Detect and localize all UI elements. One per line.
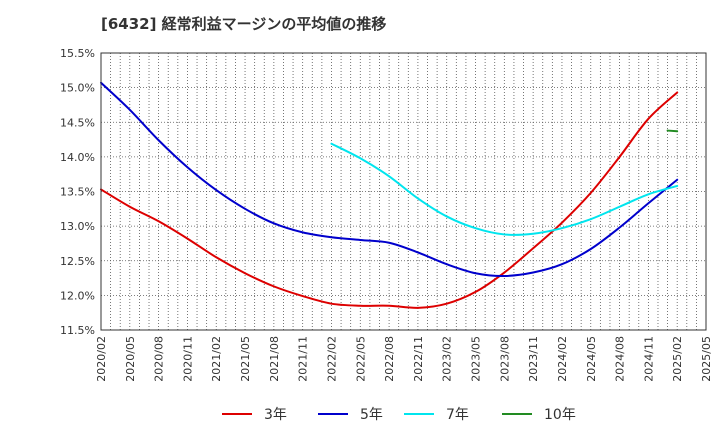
x-tick-label: 2023/11 [527, 336, 540, 382]
x-tick-label: 2022/05 [354, 336, 367, 382]
y-tick-label: 14.5% [60, 116, 95, 129]
x-tick-label: 2024/05 [585, 336, 598, 382]
x-tick-label: 2021/08 [268, 336, 281, 382]
x-tick-label: 2023/08 [498, 336, 511, 382]
series-line-4 [666, 129, 679, 133]
x-tick-label: 2020/11 [181, 336, 194, 382]
x-tick-label: 2021/05 [239, 336, 252, 382]
x-tick-label: 2020/05 [124, 336, 137, 382]
x-tick-label: 2022/11 [412, 336, 425, 382]
series-line-1 [100, 91, 679, 309]
legend: 3年 5年 7年 10年 [222, 407, 576, 423]
y-tick-label: 15.5% [60, 47, 95, 60]
x-tick-label: 2024/11 [642, 336, 655, 382]
plot-area-frame [100, 52, 707, 331]
series-line-2 [100, 81, 679, 277]
x-tick-label: 2021/11 [297, 336, 310, 382]
x-tick-label: 2020/08 [153, 336, 166, 382]
y-tick-label: 13.0% [60, 220, 95, 233]
x-tick-label: 2022/08 [383, 336, 396, 382]
y-tick-label: 12.5% [60, 255, 95, 268]
y-tick-label: 15.0% [60, 82, 95, 95]
legend-label-2: 5年 [360, 407, 383, 423]
y-tick-label: 13.5% [60, 186, 95, 199]
x-tick-label: 2025/05 [700, 336, 713, 382]
x-axis-ticks: 2020/02 2020/05 2020/08 2020/11 2021/02 2021/… [95, 336, 713, 382]
x-tick-label: 2020/02 [95, 336, 108, 382]
x-tick-label: 2023/02 [441, 336, 454, 382]
series-lines [100, 81, 679, 309]
y-tick-label: 14.0% [60, 151, 95, 164]
legend-label-3: 7年 [446, 407, 469, 423]
x-tick-label: 2021/02 [210, 336, 223, 382]
legend-label-4: 10年 [544, 407, 576, 423]
x-tick-label: 2022/02 [325, 336, 338, 382]
legend-label-1: 3年 [264, 407, 287, 423]
y-tick-label: 12.0% [60, 289, 95, 302]
x-tick-label: 2024/08 [614, 336, 627, 382]
chart-title: [6432] 経常利益マージンの平均値の推移 [101, 15, 387, 33]
series-line-3 [330, 142, 679, 236]
x-tick-label: 2024/02 [556, 336, 569, 382]
y-axis-ticks: 11.5% 12.0% 12.5% 13.0% 13.5% 14.0% 14.5% 15.0%… [60, 47, 95, 337]
y-tick-label: 11.5% [60, 324, 95, 337]
x-tick-label: 2023/05 [470, 336, 483, 382]
x-tick-label: 2025/02 [671, 336, 684, 382]
grid [101, 53, 706, 330]
